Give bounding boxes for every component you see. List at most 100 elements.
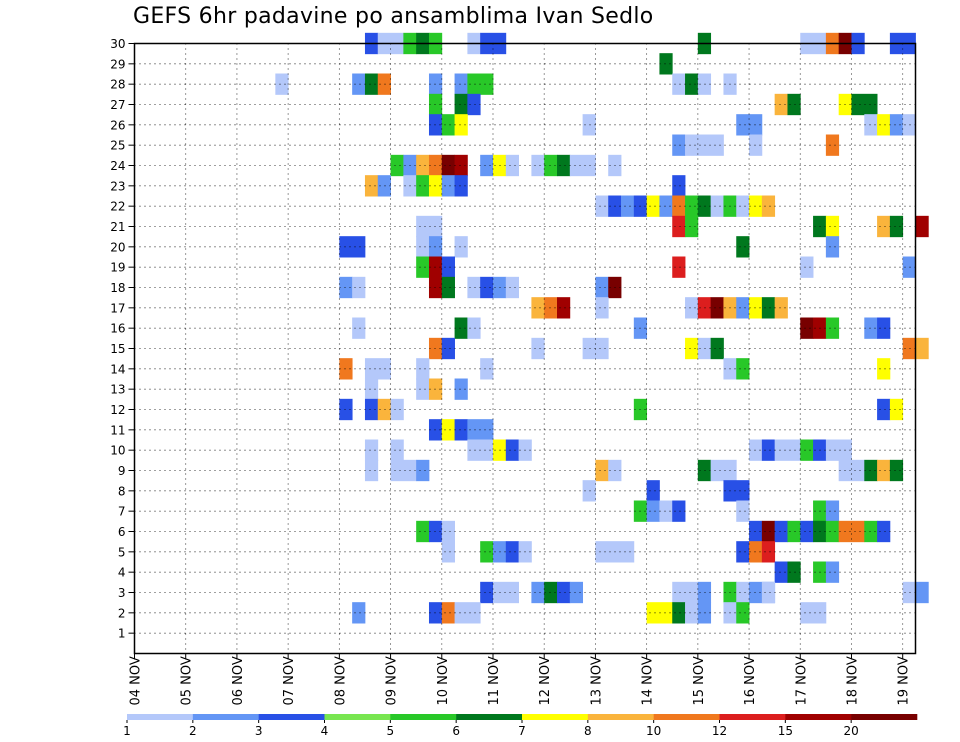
x-tick-label: 13 NOV <box>589 656 604 705</box>
heatmap-cell <box>480 154 494 177</box>
y-tick-label: 11 <box>110 423 125 437</box>
heatmap-cell <box>390 154 404 177</box>
heatmap-cells <box>275 32 929 624</box>
heatmap-cell <box>416 175 430 197</box>
heatmap-cell <box>710 195 724 217</box>
heatmap-cell <box>480 358 494 380</box>
heatmap-cell <box>441 602 455 624</box>
heatmap-cell <box>428 337 443 360</box>
y-tick-label: 21 <box>110 220 125 234</box>
heatmap-cell <box>364 73 379 95</box>
y-tick-label: 19 <box>110 261 125 275</box>
heatmap-cell <box>877 317 891 339</box>
heatmap-cell <box>582 480 596 502</box>
heatmap-cell <box>685 215 699 238</box>
heatmap-cell <box>736 358 750 380</box>
y-tick-label: 18 <box>110 281 125 295</box>
legend-swatch <box>258 714 325 720</box>
x-axis: 04 NOV 05 NOV 06 NOV 07 NOV 08 NOV 09 NOV 10 N… <box>129 653 912 706</box>
heatmap-cell <box>685 195 699 217</box>
heatmap-cell <box>825 215 840 238</box>
heatmap-cell <box>352 276 366 299</box>
heatmap-cell <box>416 520 430 543</box>
heatmap-cell <box>877 459 891 482</box>
heatmap-cell <box>646 480 660 502</box>
heatmap-cell <box>889 398 904 421</box>
heatmap-cell <box>685 73 699 95</box>
heatmap-cell <box>697 73 712 95</box>
heatmap-cell <box>364 439 379 461</box>
x-tick-label: 16 NOV <box>743 656 758 705</box>
heatmap-cell <box>787 93 801 116</box>
heatmap-cell <box>761 541 776 563</box>
heatmap-cell <box>339 236 366 258</box>
y-tick-label: 22 <box>110 200 125 214</box>
heatmap-cell <box>339 276 353 299</box>
y-tick-label: 2 <box>118 606 126 620</box>
heatmap-cell <box>544 297 558 319</box>
y-tick-label: 1 <box>118 627 126 641</box>
heatmap-cell <box>595 276 609 299</box>
heatmap-cell <box>467 276 481 299</box>
y-tick-label: 27 <box>110 98 125 112</box>
heatmap-cell <box>441 541 455 563</box>
heatmap-cell <box>774 439 801 461</box>
heatmap-cell <box>557 581 571 604</box>
heatmap-cell <box>416 236 430 258</box>
heatmap-cell <box>364 358 391 380</box>
y-tick-label: 20 <box>110 240 125 254</box>
heatmap-cell <box>390 459 417 482</box>
heatmap-cell <box>416 215 443 238</box>
heatmap-cell <box>685 297 699 319</box>
y-tick-label: 15 <box>110 342 125 356</box>
heatmap-cell <box>377 398 391 421</box>
legend-tick-label: 2 <box>189 724 197 738</box>
y-tick-label: 5 <box>118 545 126 559</box>
heatmap-cell <box>646 500 660 522</box>
legend-tick-label: 10 <box>646 724 661 738</box>
heatmap-cell <box>416 358 430 380</box>
heatmap-cell <box>531 337 545 360</box>
heatmap-cell <box>915 581 929 604</box>
heatmap-cell <box>736 195 750 217</box>
heatmap-cell <box>915 215 929 238</box>
heatmap-cell <box>339 358 353 380</box>
heatmap-cell <box>364 175 379 197</box>
heatmap-cell <box>672 134 686 156</box>
heatmap-cell <box>505 276 519 299</box>
heatmap-cell <box>454 73 468 95</box>
heatmap-cell <box>595 195 609 217</box>
heatmap-cell <box>557 154 571 177</box>
heatmap-cell <box>339 398 353 421</box>
heatmap-cell <box>428 73 443 95</box>
heatmap-cell <box>428 256 443 278</box>
heatmap-cell <box>480 276 494 299</box>
heatmap-cell <box>390 439 404 461</box>
heatmap-cell <box>428 276 443 299</box>
legend-swatch <box>456 714 523 720</box>
legend-tick-label: 15 <box>778 724 793 738</box>
heatmap-cell <box>531 581 545 604</box>
heatmap-cell <box>531 154 545 177</box>
heatmap-cell <box>685 337 699 360</box>
heatmap-cell <box>736 500 750 522</box>
heatmap-cell <box>774 561 788 583</box>
heatmap-cell <box>825 134 840 156</box>
x-tick-label: 19 NOV <box>897 656 912 705</box>
heatmap-cell <box>480 541 494 563</box>
heatmap-cell <box>851 459 865 482</box>
heatmap-cell <box>454 602 481 624</box>
heatmap-cell <box>441 419 455 441</box>
x-tick-label: 10 NOV <box>436 656 451 705</box>
heatmap-cell <box>659 500 673 522</box>
heatmap-cell <box>877 398 891 421</box>
heatmap-cell <box>672 195 686 217</box>
heatmap-cell <box>595 297 609 319</box>
heatmap-cell <box>800 256 814 278</box>
y-tick-label: 17 <box>110 301 125 315</box>
heatmap-cell <box>672 256 686 278</box>
heatmap-cell <box>646 195 660 217</box>
heatmap-cell <box>441 337 455 360</box>
legend-tick-label: 8 <box>584 724 592 738</box>
heatmap-cell <box>428 602 443 624</box>
